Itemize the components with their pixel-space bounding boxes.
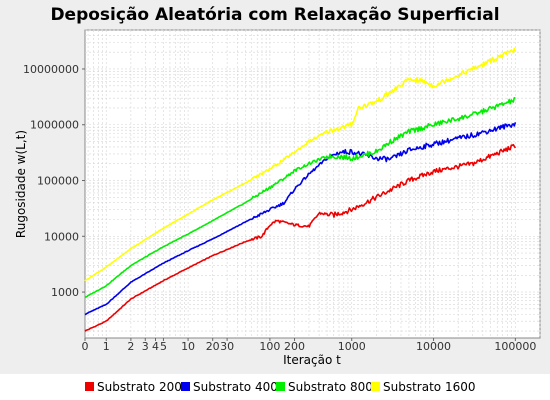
- x-tick-label: 2: [127, 340, 134, 353]
- y-tick-label: 100000: [37, 175, 79, 188]
- x-tick-label: 0: [82, 340, 89, 353]
- x-tick-label: 3: [142, 340, 149, 353]
- x-tick-label: 4: [152, 340, 159, 353]
- legend: Substrato 200 Substrato 400 Substrato 800 S…: [85, 380, 475, 394]
- x-tick-label: 1000: [338, 340, 366, 353]
- legend-swatch-2: [181, 382, 190, 391]
- x-tick-label: 20: [206, 340, 220, 353]
- y-axis-label: Rugosidade w(L,t): [14, 130, 28, 238]
- series-line-3: [84, 97, 516, 299]
- chart-title: Deposição Aleatória com Relaxação Superf…: [50, 5, 499, 25]
- grid: [85, 29, 541, 338]
- plot-area: [84, 29, 541, 339]
- y-tick-label: 10000000: [23, 63, 79, 76]
- x-tick-label: 5: [160, 340, 167, 353]
- series-line-2: [84, 122, 517, 316]
- axis-ticks: 0 1 2 3 4 5 10 20 30 100 200 1000 10000 100000 1000 100…: [23, 63, 536, 353]
- legend-swatch-3: [276, 382, 285, 391]
- legend-label-4: Substrato 1600: [383, 380, 475, 394]
- y-tick-label: 1000: [51, 286, 79, 299]
- x-tick-label: 100000: [494, 340, 536, 353]
- legend-label-3: Substrato 800: [288, 380, 373, 394]
- series-layer: [84, 47, 517, 332]
- y-tick-label: 1000000: [30, 119, 79, 132]
- x-tick-label: 10000: [416, 340, 451, 353]
- x-axis-label: Iteração t: [283, 353, 341, 367]
- legend-swatch-4: [371, 382, 380, 391]
- x-tick-label: 1: [103, 340, 110, 353]
- legend-label-1: Substrato 200: [97, 380, 182, 394]
- x-tick-label: 10: [181, 340, 195, 353]
- x-tick-label: 100: [259, 340, 280, 353]
- y-tick-label: 10000: [44, 230, 79, 243]
- x-tick-label: 200: [284, 340, 305, 353]
- series-line-1: [84, 143, 517, 332]
- legend-label-2: Substrato 400: [193, 380, 278, 394]
- series-line-4: [84, 47, 517, 282]
- x-tick-label: 30: [220, 340, 234, 353]
- legend-swatch-1: [85, 382, 94, 391]
